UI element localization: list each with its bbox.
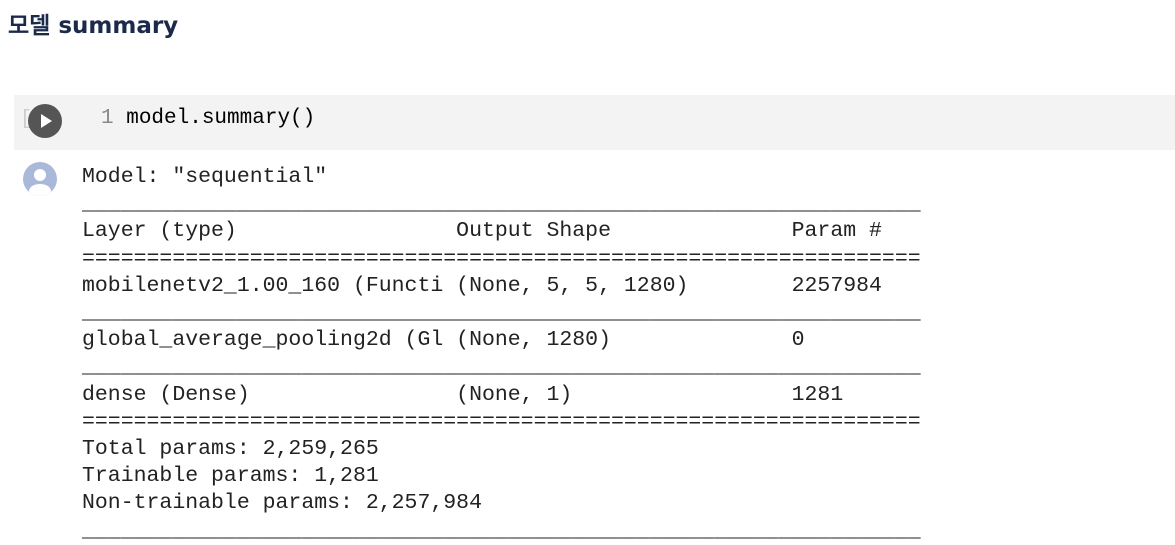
user-avatar-icon	[23, 162, 57, 196]
code-cell[interactable]: [ ] 1 model.summary()	[14, 95, 1175, 150]
output-line: ________________________________________…	[82, 518, 921, 543]
output-line: global_average_pooling2d (Gl (None, 1280…	[82, 328, 921, 353]
play-icon	[41, 114, 52, 128]
output-line: ========================================…	[82, 246, 921, 271]
run-cell-button[interactable]	[28, 104, 62, 138]
line-number: 1	[101, 107, 114, 130]
output-line: ________________________________________…	[82, 301, 921, 326]
output-line: Trainable params: 1,281	[82, 464, 379, 489]
cell-output: Model: "sequential" _____________________…	[82, 164, 921, 545]
output-line: mobilenetv2_1.00_160 (Functi (None, 5, 5…	[82, 273, 921, 298]
code-text: model.summary()	[126, 107, 316, 130]
output-line: ________________________________________…	[82, 355, 921, 380]
code-editor[interactable]: 1 model.summary()	[101, 107, 315, 130]
output-line: Non-trainable params: 2,257,984	[82, 491, 482, 516]
output-line: Model: "sequential"	[82, 165, 328, 189]
output-line: ________________________________________…	[82, 192, 921, 217]
output-line: ========================================…	[82, 409, 921, 434]
output-line: Total params: 2,259,265	[82, 437, 379, 462]
output-line: dense (Dense) (None, 1) 1281	[82, 382, 921, 407]
output-line: Layer (type) Output Shape Param #	[82, 219, 921, 244]
page-heading: 모델 summary	[8, 13, 179, 39]
